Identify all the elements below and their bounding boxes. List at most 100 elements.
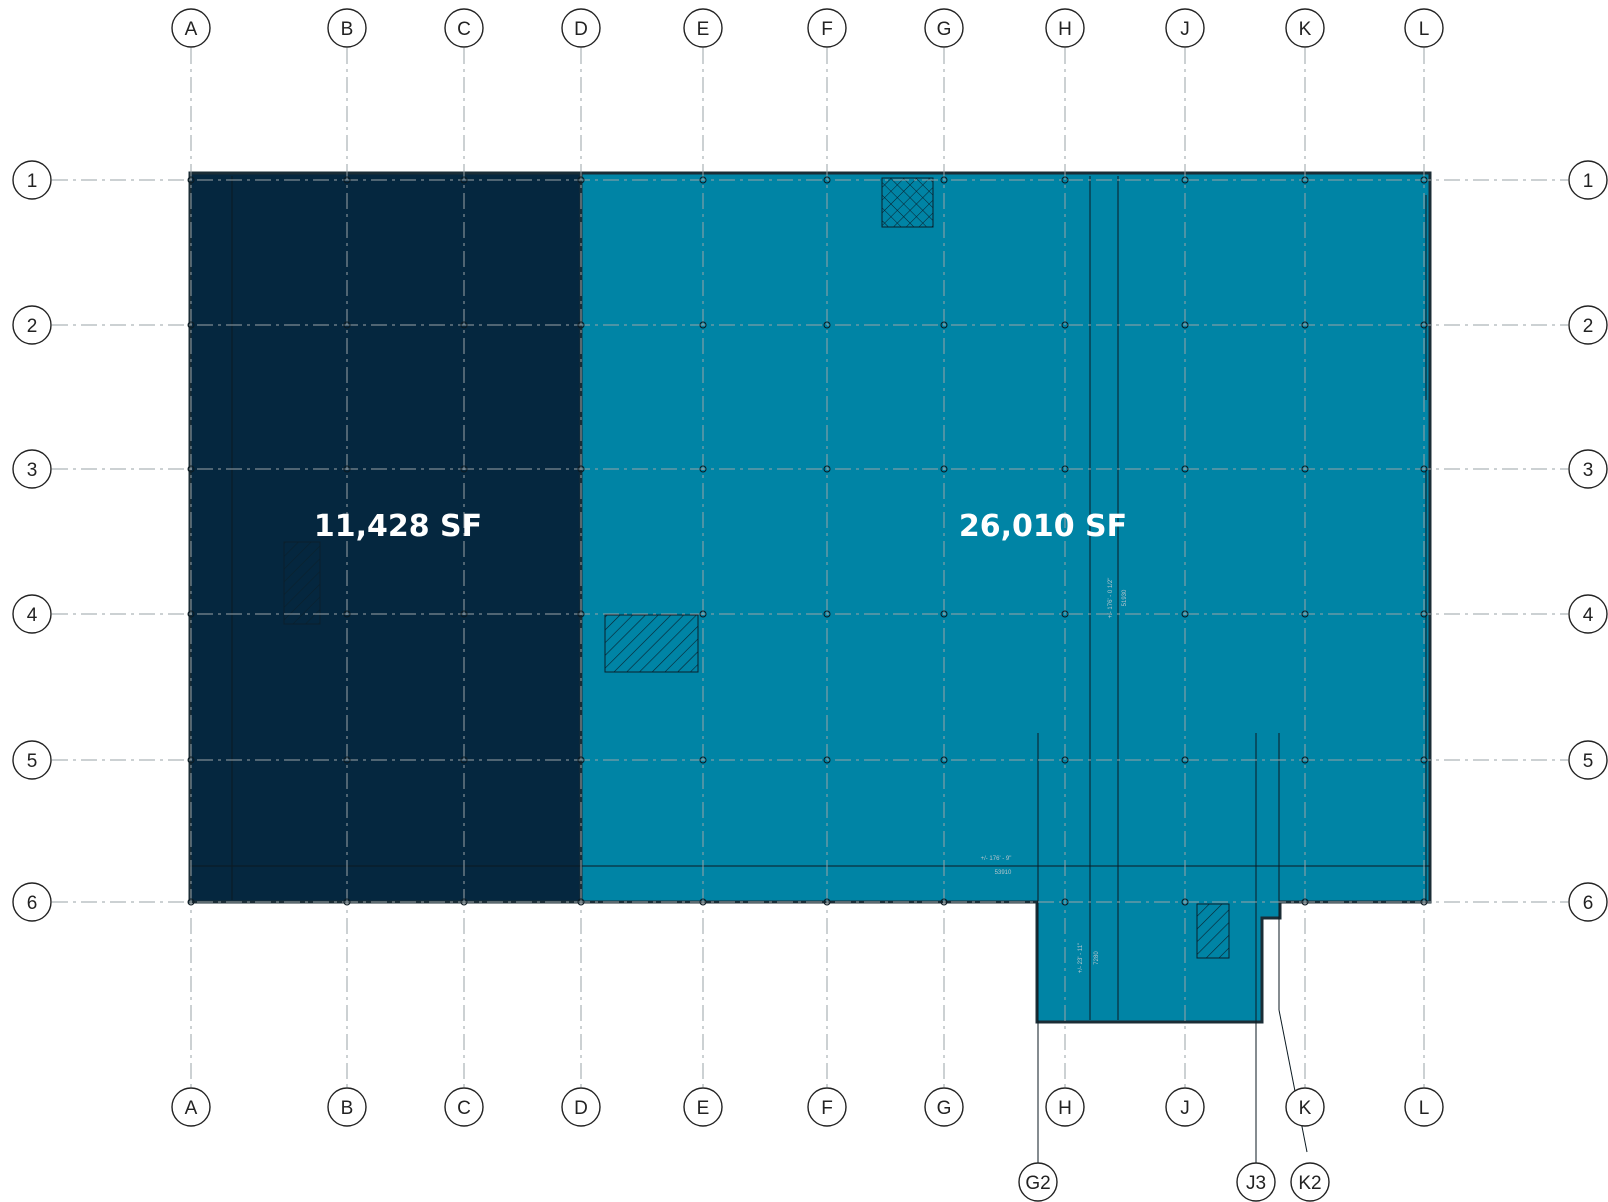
grid-bubble-left-1: 1 (12, 160, 52, 200)
grid-bubble-K2: K2 (1290, 1162, 1330, 1202)
grid-bubble-label: 1 (27, 171, 38, 192)
structural-column (699, 321, 707, 329)
grid-bubble-label: 4 (1583, 605, 1594, 626)
structural-column (343, 176, 351, 184)
structural-column (699, 756, 707, 764)
structural-column (187, 610, 195, 618)
grid-bubble-circle (444, 1087, 484, 1127)
structural-column (1061, 465, 1069, 473)
grid-bubble-top-L: L (1404, 8, 1444, 48)
structural-column (699, 465, 707, 473)
grid-bubble-label: F (821, 1098, 833, 1119)
grid-bubble-label: D (574, 19, 588, 40)
structural-column (1420, 898, 1428, 906)
grid-bubble-top-E: E (683, 8, 723, 48)
grid-bubble-circle (1285, 1087, 1325, 1127)
grid-bubble-right-4: 4 (1568, 594, 1608, 634)
column-dots (187, 176, 1428, 906)
dimension-note-1: +/- 176' - 9" (981, 856, 1012, 862)
grid-bubble-label: H (1058, 19, 1072, 40)
structural-column (343, 898, 351, 906)
grid-bubble-circle (327, 1087, 367, 1127)
grid-bubble-label: 3 (27, 460, 38, 481)
structural-column (1420, 610, 1428, 618)
grid-bubble-label: J (1180, 19, 1190, 40)
grid-bubble-bottom-E: E (683, 1087, 723, 1127)
structural-column (699, 898, 707, 906)
grid-bubble-bottom-C: C (444, 1087, 484, 1127)
structural-column (187, 176, 195, 184)
structural-column (187, 465, 195, 473)
grid-bubble-label: 1 (1583, 171, 1594, 192)
structural-column (577, 898, 585, 906)
grid-bubble-label: C (457, 1098, 471, 1119)
grid-bubble-circle (1568, 740, 1608, 780)
grid-bubble-label: H (1058, 1098, 1072, 1119)
grid-bubble-circle (561, 1087, 601, 1127)
grid-bubble-label: 6 (27, 893, 38, 914)
structural-column (1181, 756, 1189, 764)
grid-bubble-label: 6 (1583, 893, 1594, 914)
grid-bubble-circle (1568, 160, 1608, 200)
structural-column (940, 898, 948, 906)
structural-column (460, 610, 468, 618)
structural-column (187, 321, 195, 329)
grid-bubble-top-K: K (1285, 8, 1325, 48)
grid-bubble-label: G (937, 1098, 952, 1119)
grid-bubble-label: 2 (27, 316, 38, 337)
structural-column (460, 756, 468, 764)
grid-bubble-top-F: F (807, 8, 847, 48)
grid-bubble-bottom-L: L (1404, 1087, 1444, 1127)
grid-bubble-right-6: 6 (1568, 882, 1608, 922)
crosshatch-area (881, 177, 934, 228)
grid-bubble-label: B (341, 19, 354, 40)
grid-bubble-label: E (697, 19, 710, 40)
structural-column (1061, 898, 1069, 906)
grid-bubble-top-G: G (924, 8, 964, 48)
grid-bubble-label: 2 (1583, 316, 1594, 337)
grid-bubble-label: B (341, 1098, 354, 1119)
structural-column (1181, 321, 1189, 329)
grid-bubble-label: L (1419, 19, 1430, 40)
grid-bubble-circle (1568, 449, 1608, 489)
structural-column (1061, 756, 1069, 764)
structural-column (940, 321, 948, 329)
structural-column (940, 465, 948, 473)
grid-bubble-label: E (697, 1098, 710, 1119)
grid-bubble-bottom-F: F (807, 1087, 847, 1127)
structural-column (940, 176, 948, 184)
dimension-note-5: +/- 23' - 11" (1078, 943, 1084, 973)
grid-bubble-bottom-D: D (561, 1087, 601, 1127)
grid-bubble-top-A: A (171, 8, 211, 48)
grid-bubble-bottom-K: K (1285, 1087, 1325, 1127)
grid-bubble-right-5: 5 (1568, 740, 1608, 780)
structural-column (699, 610, 707, 618)
grid-bubble-circle (1568, 305, 1608, 345)
grid-bubble-circle (1045, 8, 1085, 48)
structural-column (577, 756, 585, 764)
grid-bubble-label: K (1299, 1098, 1312, 1119)
grid-bubble-circle (807, 8, 847, 48)
grid-bubble-label: J (1180, 1098, 1190, 1119)
grid-bubble-label: G2 (1025, 1173, 1050, 1194)
structural-column (1301, 756, 1309, 764)
structural-column (343, 465, 351, 473)
grid-bubble-label: L (1419, 1098, 1430, 1119)
grid-bubble-circle (683, 8, 723, 48)
grid-bubbles: A A B B C C D D E E F F G G H H J J K K L L 1 1 2 2 3 3 4 4 5 5 6 6 G2 J3 K2 (12, 8, 1608, 1202)
grid-bubble-right-2: 2 (1568, 305, 1608, 345)
grid-bubble-circle (12, 305, 52, 345)
grid-bubble-left-6: 6 (12, 882, 52, 922)
grid-bubble-bottom-A: A (171, 1087, 211, 1127)
hatch-area-3 (1196, 903, 1230, 959)
grid-bubble-circle (444, 8, 484, 48)
grid-bubble-circle (1018, 1162, 1058, 1202)
grid-bubble-circle (561, 8, 601, 48)
grid-bubble-J3: J3 (1236, 1162, 1276, 1202)
grid-bubble-right-1: 1 (1568, 160, 1608, 200)
grid-bubble-label: 5 (1583, 751, 1594, 772)
structural-column (460, 465, 468, 473)
interior-lines (190, 176, 1430, 1190)
structural-column (1420, 465, 1428, 473)
